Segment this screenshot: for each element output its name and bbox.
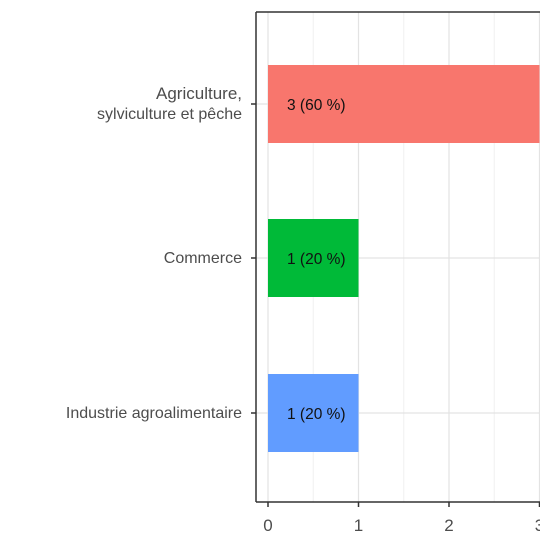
- category-label: Commerce: [164, 250, 242, 267]
- x-tick-label: 0: [263, 516, 272, 535]
- category-label: Agriculture,: [156, 84, 242, 103]
- category-label: sylviculture et pêche: [97, 106, 242, 123]
- bar: [268, 65, 540, 143]
- bar: [268, 374, 359, 452]
- bar-value-label: 1 (20 %): [287, 406, 346, 423]
- bar: [268, 219, 359, 297]
- category-label: Industrie agroalimentaire: [66, 405, 242, 422]
- x-tick-label: 1: [354, 516, 363, 535]
- labels: 0 1 2 3 Agriculture, sylviculture et pêche Com…: [66, 84, 540, 535]
- bar-value-label: 1 (20 %): [287, 251, 346, 268]
- bars: [268, 65, 540, 452]
- x-tick-label: 3: [535, 516, 540, 535]
- bar-value-label: 3 (60 %): [287, 97, 346, 114]
- x-tick-label: 2: [444, 516, 453, 535]
- axes: [251, 11, 540, 507]
